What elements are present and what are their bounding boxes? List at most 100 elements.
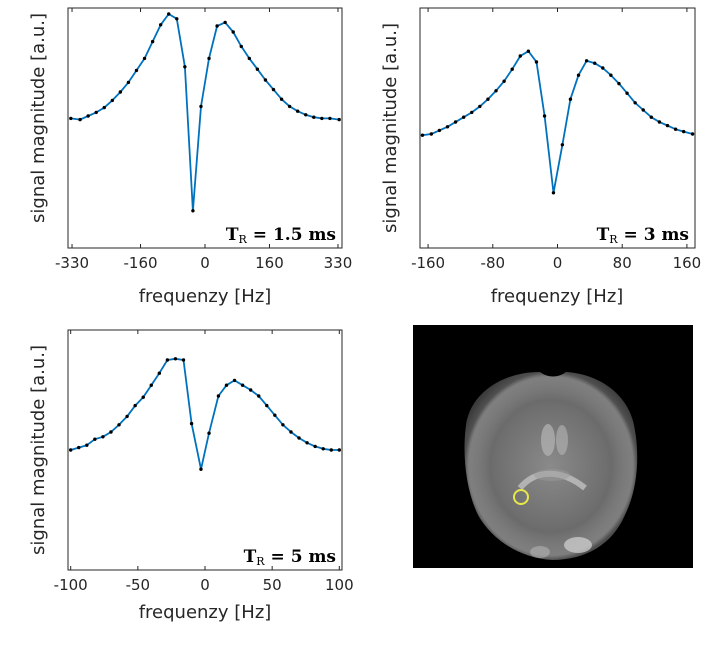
x-axis-label: frequenzy [Hz] <box>139 602 272 623</box>
tr-value: = 5 ms <box>271 547 336 567</box>
occipital-highlight-2 <box>530 546 550 558</box>
ventricle-left <box>541 424 555 456</box>
data-point <box>295 109 300 113</box>
roi-marker-circle <box>513 489 529 505</box>
data-point <box>78 117 82 122</box>
data-point <box>551 191 556 195</box>
tr-subscript: R <box>609 233 618 246</box>
data-point <box>215 24 219 28</box>
x-tick-label: 0 <box>200 254 210 272</box>
data-point <box>429 132 434 136</box>
x-tick-label: -160 <box>124 254 158 272</box>
data-point <box>673 127 678 131</box>
data-point <box>68 448 73 452</box>
x-tick-label: -80 <box>481 254 506 272</box>
data-point <box>281 423 285 427</box>
data-point <box>247 56 252 61</box>
data-point <box>313 444 317 449</box>
data-point <box>420 133 425 137</box>
data-point <box>690 132 695 136</box>
data-point <box>126 80 131 85</box>
tr-symbol: T <box>244 547 257 567</box>
data-point <box>494 89 498 93</box>
data-point <box>584 59 589 63</box>
data-point <box>110 98 115 103</box>
data-point <box>189 421 194 426</box>
x-ticks: -160 -80 0 80 160 <box>411 8 701 272</box>
data-point <box>207 56 211 61</box>
series-line <box>422 50 693 194</box>
tr-subscript: R <box>256 555 265 568</box>
brain-slice <box>464 372 638 560</box>
data-point <box>199 467 203 471</box>
data-point <box>576 73 581 77</box>
data-point <box>263 78 268 82</box>
data-point <box>478 104 482 109</box>
x-tick-label: -50 <box>126 576 151 594</box>
data-point <box>109 430 113 434</box>
data-point <box>224 383 229 387</box>
data-point <box>239 44 243 49</box>
data-point <box>657 120 662 124</box>
data-point <box>320 116 324 121</box>
data-point <box>265 403 269 408</box>
data-point <box>133 403 137 408</box>
data-point <box>337 448 342 452</box>
data-point <box>125 414 129 419</box>
data-point <box>149 383 153 387</box>
x-ticks: -330 -160 0 160 330 <box>55 8 352 272</box>
data-point <box>175 17 179 21</box>
data-point <box>633 101 637 105</box>
data-point <box>101 435 105 439</box>
x-tick-label: 0 <box>553 254 563 272</box>
x-axis-label: frequenzy [Hz] <box>139 286 272 307</box>
data-point <box>273 413 277 417</box>
data-point <box>665 123 670 128</box>
data-point <box>271 87 276 92</box>
data-point <box>609 73 613 77</box>
data-point <box>141 395 145 399</box>
data-point <box>617 81 621 86</box>
data-point <box>134 68 139 73</box>
x-tick-label: -330 <box>55 254 89 272</box>
data-point <box>86 114 90 118</box>
data-point <box>279 97 284 101</box>
data-point <box>329 448 333 452</box>
chart-panel-tr5: -100 -50 0 50 100 signal magnitude [a.u.] fr… <box>28 329 354 623</box>
data-point <box>232 378 237 383</box>
data-point <box>183 65 187 69</box>
data-point <box>289 430 293 434</box>
data-point <box>328 116 332 121</box>
y-axis-label: signal magnitude [a.u.] <box>28 13 49 223</box>
tr-subscript: R <box>238 233 247 246</box>
mri-image-panel <box>413 325 693 568</box>
data-point <box>167 12 171 16</box>
data-point <box>601 66 605 70</box>
plot-frame <box>67 7 343 249</box>
data-point <box>77 445 81 450</box>
data-point <box>223 20 227 25</box>
data-point <box>534 60 539 64</box>
tr-value: = 1.5 ms <box>253 225 336 245</box>
data-point <box>593 61 597 65</box>
data-point <box>305 441 309 445</box>
tr-symbol: T <box>226 225 239 245</box>
x-ticks: -100 -50 0 50 100 <box>54 330 354 594</box>
data-point <box>518 54 522 58</box>
tr-annotation: TR = 1.5 ms <box>226 225 336 246</box>
x-tick-label: 330 <box>324 254 353 272</box>
data-point <box>641 108 645 112</box>
data-point <box>681 129 686 134</box>
chart-panel-tr3: -160 -80 0 80 160 signal magnitude [a.u.] fr… <box>380 7 701 307</box>
data-point <box>287 104 292 109</box>
ventricle-right <box>556 425 568 455</box>
series-line <box>70 357 340 471</box>
data-point <box>304 113 308 117</box>
data-point <box>94 110 98 115</box>
chart-panel-tr15: -330 -160 0 160 330 signal magnitude [a.u.] … <box>28 7 352 307</box>
data-point <box>542 114 547 118</box>
data-point <box>165 358 170 362</box>
data-point <box>625 91 629 95</box>
x-tick-label: -160 <box>411 254 445 272</box>
